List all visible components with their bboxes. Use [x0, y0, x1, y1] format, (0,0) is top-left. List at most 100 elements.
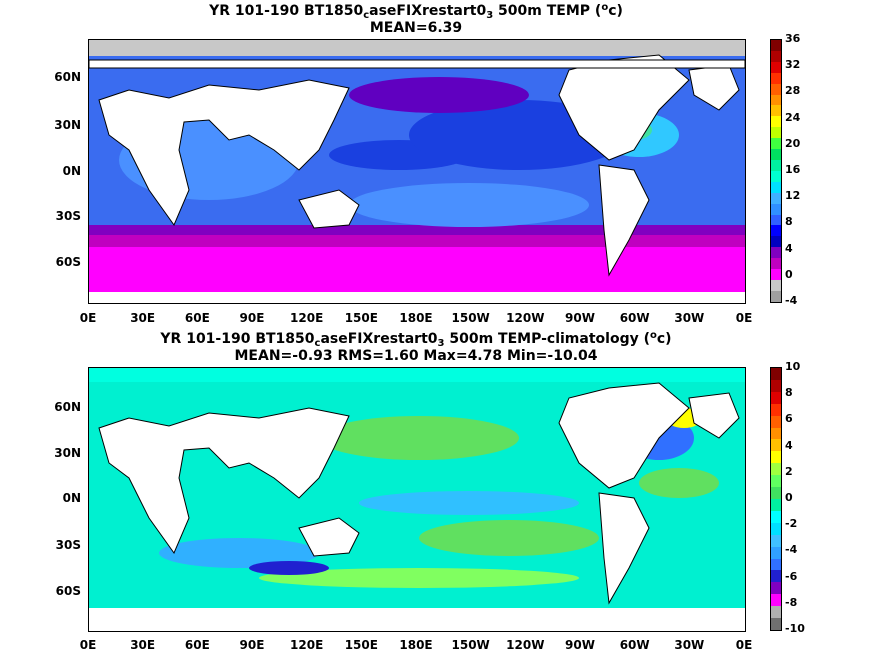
colorbar-swatch	[771, 290, 781, 302]
colorbar-tick-label: 32	[785, 58, 801, 72]
colorbar-swatch	[771, 149, 781, 160]
colorbar-swatch	[771, 498, 781, 511]
colorbar-tick-label: 0	[785, 491, 793, 504]
colorbar-swatch	[771, 415, 781, 428]
lon-label: 180E	[399, 638, 433, 652]
lon-label: 150E	[344, 311, 378, 325]
lon-label: 60W	[619, 638, 650, 652]
colorbar-swatch	[771, 439, 781, 452]
lon-label: 120W	[506, 638, 545, 652]
lon-label: 30E	[130, 311, 156, 325]
colorbar-tick-label: -10	[785, 622, 805, 635]
colorbar-tick-label: 28	[785, 84, 801, 98]
colorbar-tick-label: 16	[785, 163, 801, 176]
lon-label: 90W	[565, 638, 595, 652]
lon-label: 0E	[79, 638, 97, 652]
lon-label: 90E	[239, 638, 265, 652]
colorbar-tick-label: 0	[785, 267, 793, 281]
colorbar-tick-label: -4	[785, 294, 798, 307]
lon-label: 150E	[344, 638, 378, 652]
lat-label: 60N	[54, 400, 81, 414]
lat-label: 30S	[55, 538, 81, 552]
colorbar-swatch	[771, 72, 781, 84]
colorbar-swatch	[771, 40, 781, 51]
colorbar-tick-label: 8	[785, 386, 793, 400]
colorbar-swatch	[771, 427, 781, 440]
colorbar-swatch	[771, 487, 781, 499]
lat-label: 0N	[62, 164, 81, 178]
colorbar-temp	[770, 39, 782, 303]
lon-label: 30W	[674, 311, 705, 325]
colorbar-swatch	[771, 279, 781, 291]
lat-label: 60N	[54, 70, 81, 84]
colorbar-tick-label: -6	[785, 569, 798, 583]
panel2-stats: MEAN=-0.93 RMS=1.60 Max=4.78 Min=-10.04	[234, 348, 598, 364]
colorbar-swatch	[771, 582, 781, 595]
colorbar-tick-label: 6	[785, 412, 793, 426]
colorbar-swatch	[771, 159, 781, 171]
lon-label: 120W	[506, 311, 545, 325]
colorbar-swatch	[771, 236, 781, 248]
colorbar-swatch	[771, 451, 781, 464]
colorbar-swatch	[771, 61, 781, 73]
colorbar-tick-label: 8	[785, 215, 793, 229]
colorbar-swatch	[771, 606, 781, 619]
colorbar-swatch	[771, 475, 781, 488]
temp-map-svg	[89, 40, 745, 303]
colorbar-swatch	[771, 170, 781, 182]
colorbar-swatch	[771, 94, 781, 106]
lon-label: 120E	[290, 638, 324, 652]
lon-label: 0E	[735, 311, 753, 325]
lon-label: 60W	[619, 311, 650, 325]
panel2-title: YR 101-190 BT1850caseFIXrestart03 500m T…	[160, 330, 672, 349]
colorbar-swatch	[771, 510, 781, 523]
colorbar-swatch	[771, 105, 781, 117]
lat-label: 30N	[54, 118, 81, 132]
colorbar-tick-label: 12	[785, 189, 801, 203]
colorbar-swatch	[771, 192, 781, 204]
colorbar-swatch	[771, 570, 781, 583]
lat-label: 30S	[55, 209, 81, 223]
lon-label: 30E	[130, 638, 156, 652]
colorbar-swatch	[771, 269, 781, 280]
lon-label: 150W	[451, 311, 490, 325]
lon-label: 90W	[565, 311, 595, 325]
colorbar-swatch	[771, 534, 781, 547]
colorbar-tick-label: 2	[785, 464, 793, 478]
lat-label: 30N	[54, 446, 81, 460]
lon-label: 180E	[399, 311, 433, 325]
map-panel-temp-anomaly	[88, 367, 746, 632]
lat-label: 0N	[62, 491, 81, 505]
lon-label: 60E	[184, 638, 210, 652]
colorbar-tick-label: 36	[785, 32, 801, 45]
lon-label: 120E	[290, 311, 324, 325]
colorbar-swatch	[771, 203, 781, 215]
lat-label: 60S	[55, 255, 81, 269]
panel1-stats: MEAN=6.39	[369, 20, 463, 36]
colorbar-swatch	[771, 463, 781, 476]
colorbar-swatch	[771, 138, 781, 150]
colorbar-tick-label: 4	[785, 241, 793, 255]
colorbar-swatch	[771, 225, 781, 237]
colorbar-tick-label: -8	[785, 595, 798, 609]
colorbar-swatch	[771, 594, 781, 607]
colorbar-tick-label: -2	[785, 517, 798, 531]
colorbar-tick-label: 4	[785, 438, 793, 452]
colorbar-swatch	[771, 127, 781, 139]
colorbar-tick-label: 20	[785, 136, 801, 150]
colorbar-swatch	[771, 258, 781, 270]
colorbar-swatch	[771, 379, 781, 392]
colorbar-swatch	[771, 214, 781, 226]
colorbar-swatch	[771, 522, 781, 535]
lat-label: 60S	[55, 584, 81, 598]
colorbar-swatch	[771, 546, 781, 559]
lon-label: 0E	[735, 638, 753, 652]
colorbar-swatch	[771, 50, 781, 62]
colorbar-tick-label: -4	[785, 543, 798, 557]
colorbar-swatch	[771, 618, 781, 630]
colorbar-tick-label: 24	[785, 110, 801, 124]
colorbar-swatch	[771, 247, 781, 259]
colorbar-swatch	[771, 116, 781, 128]
lon-label: 150W	[451, 638, 490, 652]
lon-label: 90E	[239, 311, 265, 325]
